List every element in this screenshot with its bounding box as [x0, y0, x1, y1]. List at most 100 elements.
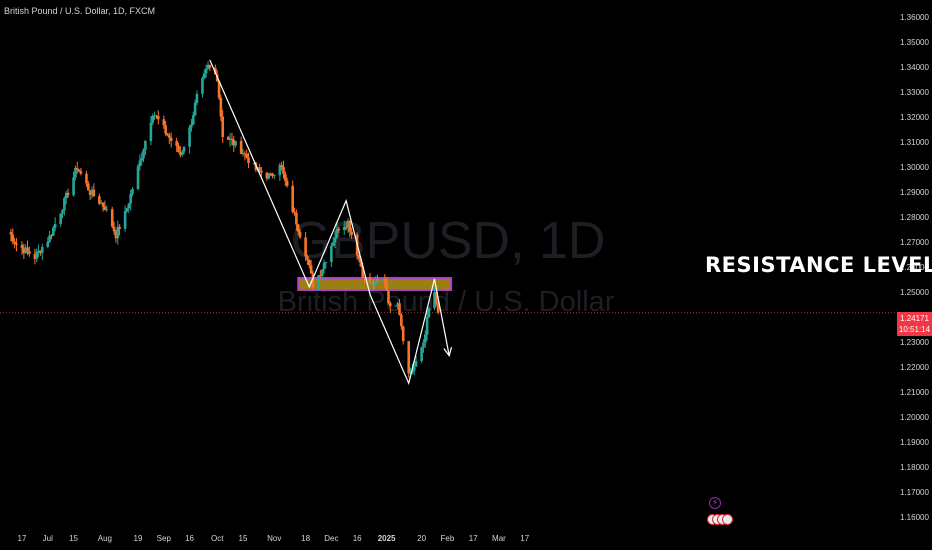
- candle-body: [179, 152, 182, 156]
- candle-body: [291, 185, 295, 212]
- candle-body: [361, 266, 364, 277]
- candle-body: [265, 172, 269, 179]
- candle-body: [293, 211, 296, 213]
- candle-body: [164, 125, 167, 134]
- candle-body: [398, 303, 401, 315]
- candle-body: [131, 189, 134, 194]
- candle-body: [389, 303, 392, 307]
- x-tick-label: Sep: [157, 534, 172, 543]
- candle-body: [344, 226, 348, 228]
- candle-body: [252, 162, 256, 164]
- candle-body: [230, 138, 234, 140]
- candle-body: [166, 133, 169, 136]
- candle-body: [394, 305, 398, 307]
- candle-body: [15, 243, 18, 245]
- candle-body: [383, 279, 387, 282]
- candle-body: [48, 235, 51, 242]
- candle-body: [28, 251, 31, 255]
- candle-body: [129, 193, 132, 204]
- x-tick-label: 18: [301, 534, 310, 543]
- candle-body: [309, 265, 313, 274]
- candle-body: [105, 209, 109, 211]
- x-tick-label: Aug: [98, 534, 112, 543]
- candle-body: [193, 102, 197, 116]
- candle-body: [271, 173, 274, 177]
- candle-body: [258, 167, 261, 171]
- candle-body: [142, 150, 145, 159]
- candle-body: [221, 116, 225, 137]
- candle-body: [267, 173, 271, 179]
- x-tick-label: Nov: [267, 534, 281, 543]
- y-tick-label: 1.17000: [900, 488, 929, 497]
- x-tick-label: 17: [520, 534, 529, 543]
- candle-body: [9, 232, 13, 235]
- candle-body: [162, 119, 166, 126]
- candle-body: [359, 259, 363, 267]
- candle-body: [411, 370, 414, 373]
- candle-body: [24, 247, 27, 254]
- candle-body: [370, 280, 374, 283]
- x-tick-label: 2025: [378, 534, 396, 543]
- candle-body: [234, 141, 237, 146]
- candle-body: [123, 211, 127, 229]
- candle-body: [149, 122, 153, 142]
- candle-body: [98, 196, 101, 204]
- candle-body: [33, 254, 37, 259]
- candle-body: [423, 334, 427, 343]
- candle-body: [182, 146, 186, 152]
- candle-body: [203, 73, 206, 78]
- y-tick-label: 1.32000: [900, 113, 929, 122]
- candle-body: [320, 269, 324, 276]
- candle-body: [20, 244, 24, 249]
- bar-countdown: 10:51:14: [898, 325, 931, 334]
- candle-body: [61, 210, 64, 214]
- candle-body: [195, 93, 199, 103]
- x-tick-label: 20: [417, 534, 426, 543]
- last-price-tag: 1.24171 10:51:14: [897, 312, 932, 336]
- candle-body: [376, 280, 379, 282]
- candle-body: [26, 247, 29, 252]
- candle-body: [77, 169, 81, 172]
- candle-body: [311, 273, 315, 288]
- candle-body: [52, 227, 55, 236]
- candle-body: [46, 241, 50, 248]
- candle-body: [140, 158, 143, 161]
- candle-body: [401, 326, 405, 342]
- candle-body: [342, 226, 346, 231]
- x-tick-label: 16: [353, 534, 362, 543]
- candle-body: [66, 192, 70, 196]
- candle-body: [74, 168, 77, 178]
- y-tick-label: 1.30000: [900, 163, 929, 172]
- lightning-icon[interactable]: ⚡: [709, 497, 721, 509]
- y-tick-label: 1.22000: [900, 363, 929, 372]
- candle-body: [247, 157, 250, 164]
- candle-body: [156, 116, 160, 120]
- y-tick-label: 1.26000: [900, 263, 929, 272]
- symbol-title[interactable]: British Pound / U.S. Dollar, 1D, FXCM: [4, 6, 156, 16]
- candle-body: [118, 226, 121, 229]
- candle-body: [219, 97, 223, 117]
- candle-body: [272, 175, 276, 177]
- candle-body: [381, 279, 385, 282]
- candle-body: [324, 262, 328, 264]
- candle-body: [374, 280, 377, 286]
- candle-body: [39, 250, 42, 254]
- candle-body: [204, 68, 208, 74]
- candle-body: [208, 64, 212, 68]
- candle-body: [304, 237, 307, 257]
- candle-body: [425, 316, 429, 335]
- candle-body: [280, 165, 283, 167]
- candle-body: [88, 190, 92, 195]
- candle-body: [136, 166, 140, 190]
- candle-body: [127, 203, 131, 209]
- y-tick-label: 1.29000: [900, 188, 929, 197]
- y-tick-label: 1.35000: [900, 38, 929, 47]
- x-tick-label: Mar: [492, 534, 506, 543]
- candle-body: [331, 242, 335, 246]
- x-tick-label: Feb: [440, 534, 454, 543]
- x-tick-label: 15: [69, 534, 78, 543]
- candle-body: [346, 220, 350, 228]
- candle-body: [232, 139, 236, 146]
- candle-body: [284, 173, 287, 181]
